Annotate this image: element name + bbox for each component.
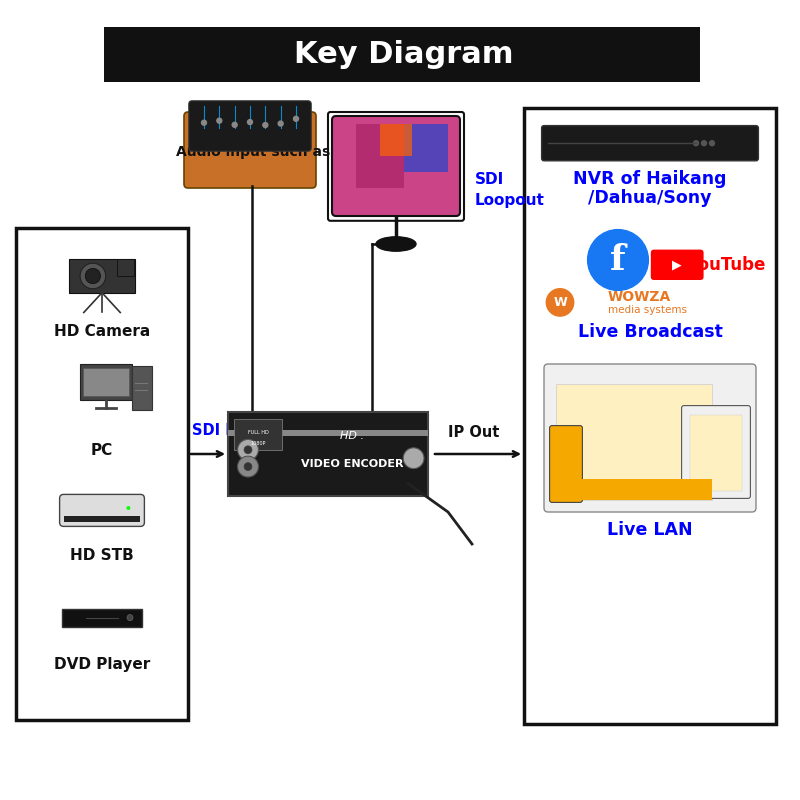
FancyBboxPatch shape — [189, 101, 311, 151]
Text: ▶: ▶ — [672, 258, 682, 271]
Bar — [524, 108, 776, 724]
Circle shape — [238, 456, 258, 477]
Bar — [234, 419, 282, 450]
FancyBboxPatch shape — [682, 406, 750, 498]
Circle shape — [701, 140, 707, 146]
Bar — [356, 124, 404, 188]
Text: /Dahua/Sony: /Dahua/Sony — [588, 190, 712, 207]
Text: DVD Player: DVD Player — [54, 657, 150, 671]
Text: Live Broadcast: Live Broadcast — [578, 323, 722, 341]
Circle shape — [587, 230, 648, 290]
Circle shape — [126, 506, 130, 510]
Text: SDI Input: SDI Input — [192, 423, 270, 438]
Text: f: f — [610, 243, 626, 277]
Text: PC: PC — [91, 443, 113, 458]
FancyBboxPatch shape — [651, 250, 704, 280]
Ellipse shape — [376, 237, 416, 251]
FancyBboxPatch shape — [59, 494, 145, 526]
Text: FULL HD: FULL HD — [248, 430, 269, 434]
Circle shape — [546, 288, 574, 317]
Text: VIDEO ENCODER: VIDEO ENCODER — [301, 459, 403, 469]
Text: media systems: media systems — [608, 305, 687, 314]
Bar — [404, 124, 448, 172]
Text: IP Out: IP Out — [448, 425, 499, 439]
Circle shape — [693, 140, 699, 146]
FancyBboxPatch shape — [544, 364, 756, 512]
FancyBboxPatch shape — [550, 426, 582, 502]
Circle shape — [127, 614, 133, 621]
Circle shape — [231, 117, 238, 123]
Circle shape — [216, 119, 222, 126]
Circle shape — [86, 268, 101, 284]
Bar — [380, 124, 412, 156]
Circle shape — [262, 116, 269, 122]
Bar — [64, 517, 141, 522]
Text: Audio input such as mixer: Audio input such as mixer — [176, 145, 379, 159]
Bar — [62, 609, 142, 626]
Bar — [556, 384, 712, 500]
FancyBboxPatch shape — [332, 116, 460, 216]
Text: WOWZA: WOWZA — [608, 290, 671, 304]
Text: 1080P: 1080P — [250, 442, 266, 446]
Bar — [228, 412, 428, 496]
FancyBboxPatch shape — [184, 112, 316, 188]
Bar — [133, 366, 152, 410]
Bar — [80, 364, 133, 400]
Text: NVR of Haikang: NVR of Haikang — [574, 170, 726, 188]
Bar — [556, 480, 712, 500]
Text: YouTube: YouTube — [687, 256, 765, 274]
Text: HD STB: HD STB — [70, 549, 134, 563]
Text: SDI
Loopout: SDI Loopout — [474, 172, 544, 208]
Text: HD .: HD . — [340, 430, 364, 441]
Bar — [690, 415, 742, 491]
Circle shape — [278, 115, 284, 122]
Circle shape — [80, 263, 106, 289]
Circle shape — [244, 462, 252, 470]
FancyBboxPatch shape — [542, 126, 758, 161]
Text: HD Camera: HD Camera — [54, 324, 150, 338]
Text: Live LAN: Live LAN — [607, 522, 693, 539]
Bar — [104, 27, 700, 82]
Circle shape — [403, 448, 424, 469]
Circle shape — [201, 122, 207, 129]
Circle shape — [244, 446, 252, 454]
Circle shape — [246, 118, 253, 125]
Bar — [69, 259, 135, 293]
Circle shape — [293, 122, 299, 129]
Circle shape — [709, 140, 715, 146]
Bar — [228, 430, 428, 435]
Bar — [83, 368, 129, 397]
Circle shape — [238, 439, 258, 460]
Bar — [16, 228, 188, 720]
Bar — [117, 259, 134, 276]
Text: W: W — [553, 296, 567, 309]
Bar — [556, 479, 712, 500]
Text: Key Diagram: Key Diagram — [294, 40, 514, 69]
